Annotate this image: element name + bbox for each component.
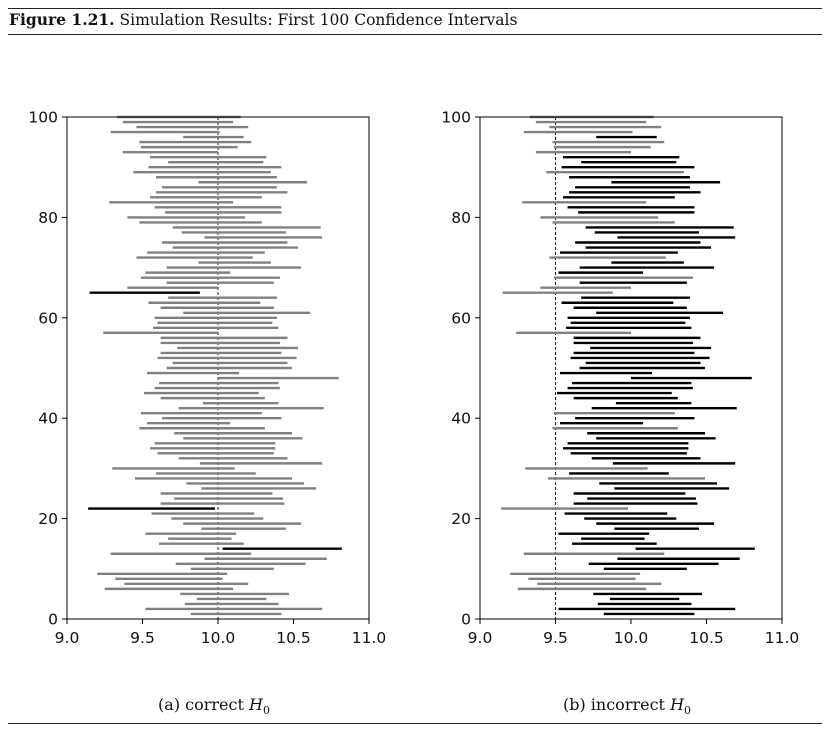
subplot-a-caption: (a) correct H0 (158, 695, 270, 717)
bottom-rule (8, 723, 822, 724)
subplot-b-caption: (b) incorrect H0 (563, 695, 691, 717)
subplot-a-caption-math: H (249, 695, 263, 714)
figure-title: Simulation Results: First 100 Confidence… (119, 11, 518, 29)
x-tick-label-b: 9.0 (468, 629, 493, 647)
subplot-a-caption-subscript: 0 (262, 704, 270, 718)
caption-rule (8, 34, 822, 35)
y-tick-label-b: 40 (451, 410, 471, 428)
y-tick-label-a: 0 (48, 611, 58, 629)
x-tick-label-a: 11.0 (352, 629, 387, 647)
x-tick-label-b: 10.0 (614, 629, 649, 647)
figure-label: Figure 1.21. (9, 10, 115, 29)
x-tick-label-a: 10.5 (276, 629, 311, 647)
subplot-b-caption-subscript: 0 (684, 704, 692, 718)
y-tick-label-a: 60 (38, 309, 58, 327)
y-tick-label-a: 100 (28, 109, 58, 127)
subplot-b-caption-math: H (670, 695, 685, 714)
top-rule (8, 8, 822, 9)
subplot-b-caption-text: (b) incorrect (562, 695, 671, 714)
x-tick-label-a: 9.5 (130, 629, 155, 647)
y-tick-label-b: 60 (451, 309, 471, 327)
x-tick-label-b: 11.0 (765, 629, 800, 647)
y-tick-label-a: 80 (38, 209, 58, 227)
x-tick-label-b: 9.5 (543, 629, 568, 647)
y-tick-label-b: 80 (451, 209, 471, 227)
y-tick-label-a: 20 (38, 510, 58, 528)
x-tick-label-a: 9.0 (55, 629, 80, 647)
subplot-a-caption-text: (a) correct (158, 695, 249, 714)
figure-caption: Figure 1.21. Simulation Results: First 1… (9, 10, 517, 29)
x-tick-label-a: 10.0 (201, 629, 236, 647)
y-tick-label-b: 100 (441, 109, 471, 127)
y-tick-label-a: 40 (38, 410, 58, 428)
x-tick-label-b: 10.5 (689, 629, 724, 647)
y-tick-label-b: 20 (451, 510, 471, 528)
y-tick-label-b: 0 (461, 611, 471, 629)
